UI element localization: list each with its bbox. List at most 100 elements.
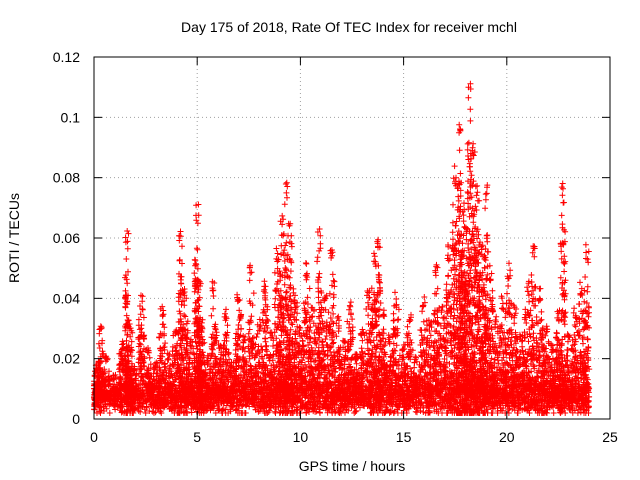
data-point bbox=[124, 228, 131, 234]
data-point bbox=[302, 260, 309, 266]
data-point bbox=[371, 253, 378, 260]
data-point bbox=[129, 329, 136, 336]
data-point bbox=[234, 291, 241, 298]
data-point bbox=[122, 294, 129, 301]
data-point bbox=[125, 396, 132, 403]
data-point bbox=[136, 349, 143, 356]
data-point bbox=[235, 297, 242, 304]
data-point bbox=[130, 387, 137, 393]
data-point bbox=[371, 250, 377, 257]
data-point bbox=[131, 366, 138, 373]
data-point bbox=[91, 372, 98, 379]
data-point bbox=[137, 341, 144, 348]
data-point bbox=[127, 333, 134, 340]
chart-title: Day 175 of 2018, Rate Of TEC Index for r… bbox=[181, 19, 517, 35]
data-point bbox=[136, 381, 142, 388]
data-point bbox=[102, 370, 109, 376]
data-point bbox=[131, 377, 137, 384]
data-point bbox=[246, 277, 253, 284]
data-point bbox=[135, 359, 142, 366]
data-point bbox=[117, 376, 123, 383]
data-point bbox=[125, 230, 132, 237]
data-point bbox=[306, 285, 313, 292]
data-point bbox=[137, 311, 144, 318]
data-point bbox=[279, 212, 286, 219]
data-point bbox=[111, 375, 118, 382]
data-point bbox=[210, 293, 217, 299]
data-point bbox=[123, 256, 130, 262]
data-point bbox=[272, 295, 279, 302]
data-point bbox=[282, 242, 289, 249]
data-point bbox=[288, 232, 295, 239]
data-point bbox=[125, 387, 132, 394]
data-point bbox=[287, 284, 294, 291]
data-point bbox=[177, 276, 184, 283]
data-point bbox=[279, 221, 286, 228]
data-point bbox=[250, 290, 257, 297]
data-point bbox=[358, 345, 365, 352]
data-point bbox=[140, 314, 147, 321]
data-point bbox=[210, 305, 217, 312]
data-point bbox=[103, 405, 110, 412]
data-point bbox=[112, 401, 119, 408]
data-point bbox=[256, 316, 263, 323]
data-point bbox=[208, 312, 215, 319]
data-point bbox=[123, 337, 130, 344]
data-point bbox=[122, 287, 129, 294]
data-point bbox=[110, 396, 117, 403]
data-point bbox=[124, 280, 131, 287]
data-point bbox=[346, 302, 353, 309]
data-point bbox=[209, 346, 216, 353]
data-point bbox=[125, 358, 132, 365]
data-point bbox=[110, 372, 117, 379]
data-point bbox=[261, 286, 268, 293]
data-point bbox=[101, 383, 108, 390]
data-point bbox=[365, 312, 372, 319]
data-point bbox=[263, 342, 270, 349]
data-point bbox=[271, 301, 278, 308]
data-point bbox=[101, 366, 108, 373]
data-point bbox=[314, 258, 321, 265]
data-point bbox=[290, 285, 297, 292]
data-point bbox=[104, 356, 111, 363]
data-point bbox=[246, 326, 253, 333]
data-point bbox=[106, 410, 113, 416]
data-point bbox=[276, 367, 283, 374]
data-point bbox=[132, 372, 139, 379]
data-point bbox=[110, 385, 117, 392]
data-point bbox=[245, 330, 252, 337]
data-point bbox=[97, 381, 103, 388]
data-point bbox=[100, 373, 107, 380]
data-point bbox=[126, 321, 133, 327]
data-point bbox=[124, 245, 131, 252]
data-point bbox=[274, 250, 281, 257]
data-point bbox=[253, 334, 260, 340]
data-point bbox=[136, 340, 143, 347]
data-point bbox=[315, 285, 322, 292]
data-point bbox=[194, 220, 201, 227]
data-point bbox=[181, 312, 188, 319]
data-points bbox=[91, 80, 593, 416]
data-point bbox=[284, 194, 290, 201]
data-point bbox=[330, 277, 337, 284]
data-point bbox=[273, 245, 280, 252]
data-point bbox=[125, 317, 132, 324]
data-point bbox=[281, 247, 288, 254]
data-point bbox=[117, 407, 124, 414]
data-point bbox=[140, 335, 147, 342]
data-point bbox=[223, 306, 229, 313]
data-point bbox=[122, 272, 129, 279]
data-point bbox=[123, 292, 130, 299]
data-point bbox=[117, 351, 124, 357]
data-point bbox=[122, 304, 129, 311]
data-point bbox=[359, 337, 366, 344]
data-point bbox=[261, 278, 268, 285]
data-point bbox=[317, 245, 324, 252]
data-point bbox=[316, 247, 323, 254]
data-point bbox=[247, 269, 254, 276]
data-point bbox=[126, 379, 133, 386]
data-point bbox=[135, 316, 142, 323]
data-point bbox=[125, 268, 131, 275]
grid-lines bbox=[94, 57, 610, 419]
